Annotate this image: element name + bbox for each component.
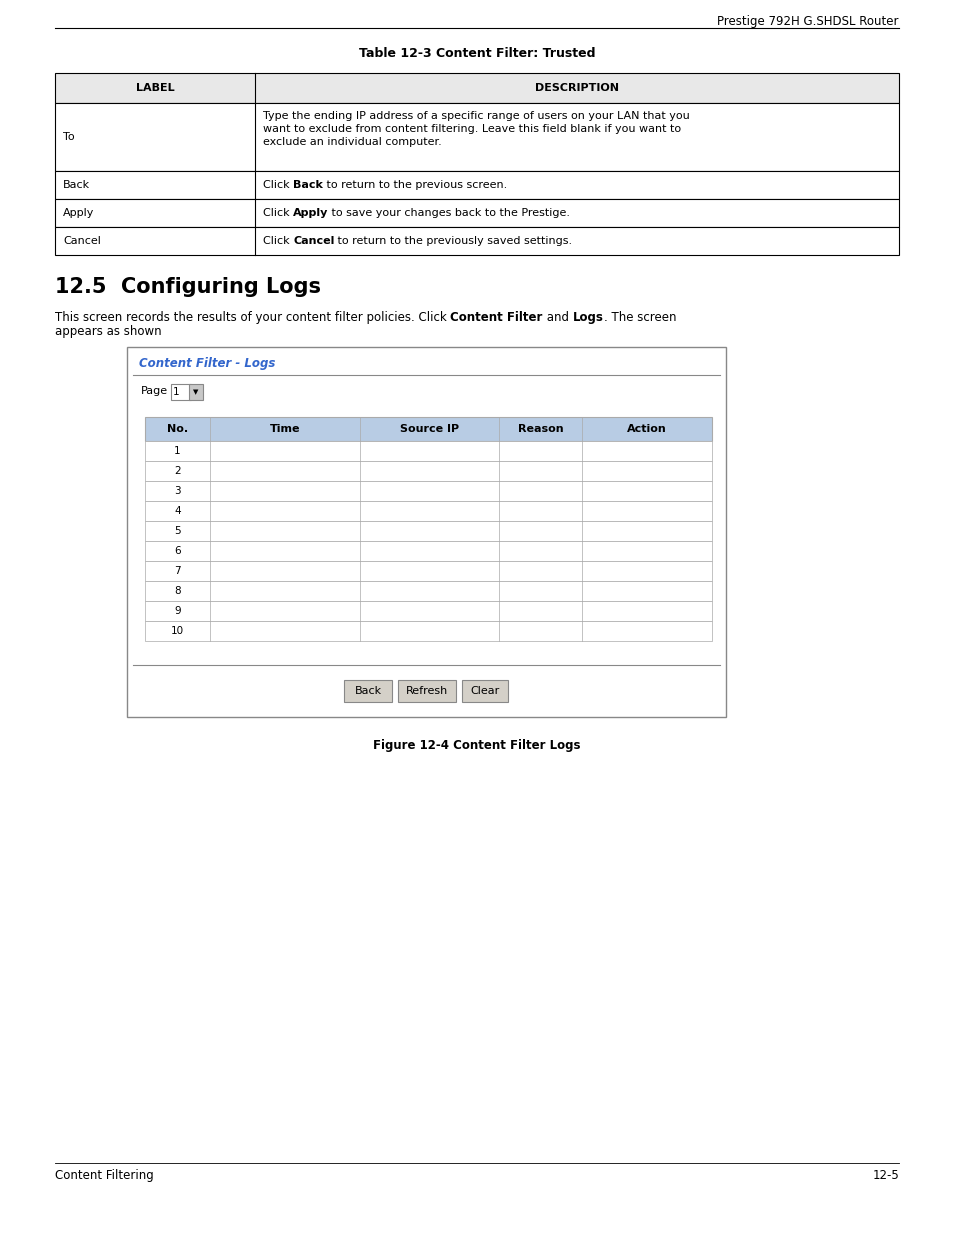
Text: 12-5: 12-5: [871, 1170, 898, 1182]
Text: Clear: Clear: [471, 685, 499, 697]
Text: Cancel: Cancel: [293, 236, 335, 246]
Text: DESCRIPTION: DESCRIPTION: [535, 83, 618, 93]
Text: and: and: [542, 311, 572, 324]
Text: No.: No.: [167, 424, 188, 433]
Text: Reason: Reason: [517, 424, 562, 433]
Bar: [55, 199, 898, 227]
Text: to save your changes back to the Prestige.: to save your changes back to the Prestig…: [328, 207, 570, 219]
Text: 7: 7: [174, 566, 181, 576]
Bar: [171, 384, 191, 400]
Bar: [55, 227, 898, 254]
Text: ▼: ▼: [193, 389, 198, 395]
Text: to return to the previously saved settings.: to return to the previously saved settin…: [335, 236, 572, 246]
Text: Apply: Apply: [293, 207, 328, 219]
Text: Content Filtering: Content Filtering: [55, 1170, 153, 1182]
Bar: [189, 384, 203, 400]
Text: 1: 1: [174, 446, 181, 456]
Bar: [127, 347, 725, 718]
Bar: [55, 170, 898, 199]
Bar: [462, 680, 508, 701]
Text: Type the ending IP address of a specific range of users on your LAN that you: Type the ending IP address of a specific…: [263, 111, 689, 121]
Text: want to exclude from content filtering. Leave this field blank if you want to: want to exclude from content filtering. …: [263, 124, 680, 135]
Text: 4: 4: [174, 506, 181, 516]
Text: Back: Back: [355, 685, 381, 697]
Text: Content Filter: Content Filter: [450, 311, 542, 324]
Text: appears as shown: appears as shown: [55, 325, 161, 338]
Bar: [145, 541, 711, 561]
Text: 5: 5: [174, 526, 181, 536]
Text: Click: Click: [263, 207, 293, 219]
Text: 2: 2: [174, 466, 181, 475]
Text: Logs: Logs: [572, 311, 603, 324]
Text: This screen records the results of your content filter policies. Click: This screen records the results of your …: [55, 311, 450, 324]
Bar: [145, 480, 711, 501]
Text: 6: 6: [174, 546, 181, 556]
Text: Click: Click: [263, 236, 293, 246]
Bar: [145, 601, 711, 621]
Bar: [145, 441, 711, 461]
Text: 8: 8: [174, 585, 181, 597]
Bar: [145, 417, 711, 441]
Text: 12.5  Configuring Logs: 12.5 Configuring Logs: [55, 277, 320, 296]
Text: Back: Back: [63, 180, 90, 190]
Text: Action: Action: [626, 424, 666, 433]
Text: To: To: [63, 132, 74, 142]
Bar: [145, 501, 711, 521]
Text: Content Filter - Logs: Content Filter - Logs: [139, 357, 275, 370]
Text: 10: 10: [171, 626, 184, 636]
Bar: [344, 680, 392, 701]
Text: Apply: Apply: [63, 207, 94, 219]
Text: to return to the previous screen.: to return to the previous screen.: [323, 180, 507, 190]
Text: . The screen: . The screen: [603, 311, 676, 324]
Bar: [145, 621, 711, 641]
Text: 3: 3: [174, 487, 181, 496]
Text: Prestige 792H G.SHDSL Router: Prestige 792H G.SHDSL Router: [717, 15, 898, 28]
Text: 9: 9: [174, 606, 181, 616]
Bar: [145, 521, 711, 541]
Text: Time: Time: [270, 424, 300, 433]
Text: Refresh: Refresh: [406, 685, 448, 697]
Text: Page: Page: [141, 387, 168, 396]
Bar: [145, 580, 711, 601]
Text: 1: 1: [172, 387, 179, 396]
Bar: [55, 73, 898, 103]
Text: Click: Click: [263, 180, 293, 190]
Text: LABEL: LABEL: [135, 83, 174, 93]
Text: Cancel: Cancel: [63, 236, 101, 246]
Bar: [55, 103, 898, 170]
Text: Back: Back: [293, 180, 323, 190]
Bar: [145, 561, 711, 580]
Text: exclude an individual computer.: exclude an individual computer.: [263, 137, 441, 147]
Text: Table 12-3 Content Filter: Trusted: Table 12-3 Content Filter: Trusted: [358, 47, 595, 61]
Bar: [145, 461, 711, 480]
Text: Source IP: Source IP: [400, 424, 459, 433]
Text: Figure 12-4 Content Filter Logs: Figure 12-4 Content Filter Logs: [373, 739, 580, 752]
Bar: [398, 680, 456, 701]
